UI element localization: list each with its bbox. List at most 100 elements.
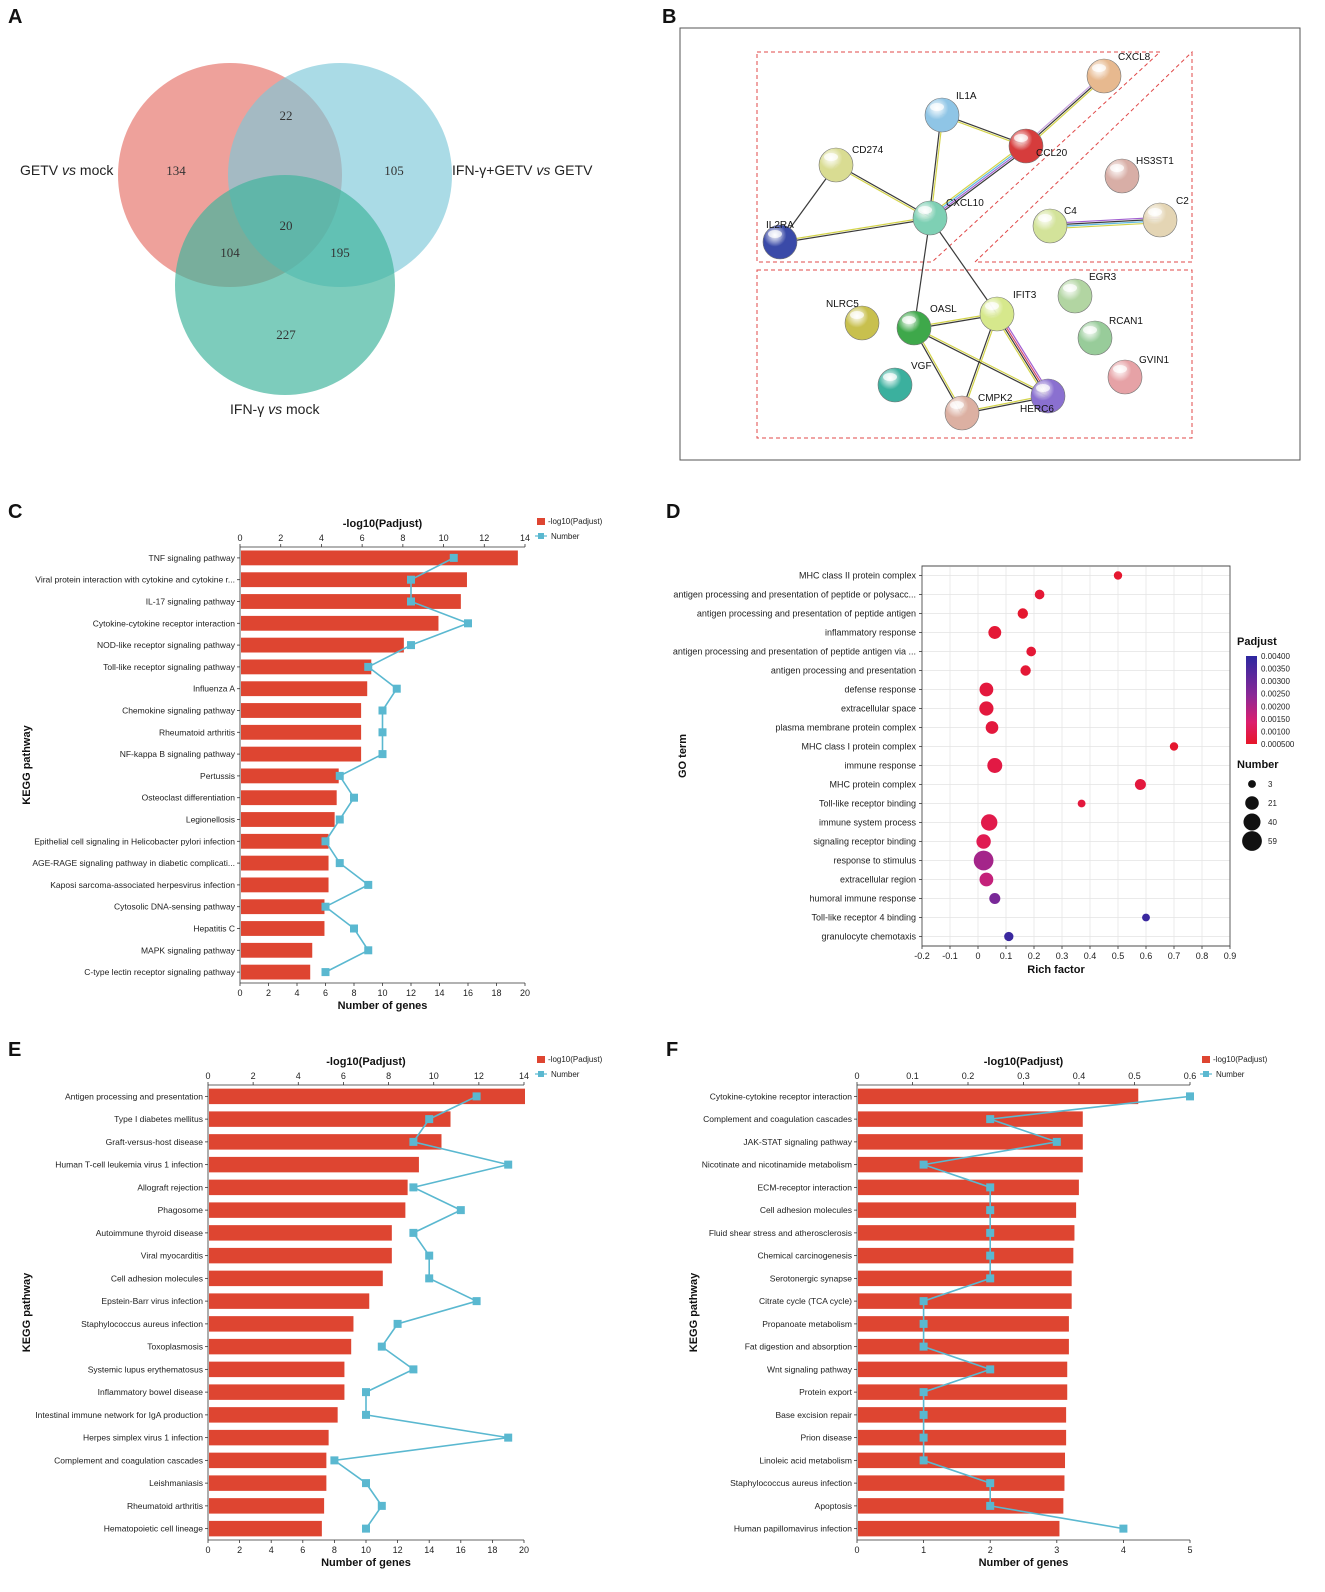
number-point-kaposi-sarcoma-associated-herpesvirus-infection [364,880,373,889]
bar-allograft-rejection [209,1179,408,1196]
category-label: Epithelial cell signaling in Helicobacte… [34,836,235,846]
number-point-chemokine-signaling-pathway [378,706,387,715]
cluster-box-1 [756,51,1162,263]
x-axis-title: Number of genes [338,1000,428,1012]
dot-antigen-processing-and-presentation-of-peptide-or-polysacc [1034,589,1045,600]
venn-label-getv-vs-mock: GETV vs mock [20,162,114,178]
bar-complement-and-coagulation-cascades [858,1111,1083,1127]
node-highlight-il2ra [768,230,782,238]
category-label: Chemokine signaling pathway [122,706,236,716]
node-c2 [1142,202,1178,238]
dot-mhc-class-ii-protein-complex [1113,571,1123,580]
edge-c4-c2 [1050,220,1161,228]
number-point-toll-like-receptor-signaling-pathway [364,662,373,671]
number-point-il-17-signaling-pathway [407,597,415,606]
node-label-cxcl10: CXCL10 [946,198,984,209]
number-point-allograft-rejection [409,1183,418,1192]
number-point-osteoclast-differentiation [350,793,358,802]
node-vgf [877,367,913,403]
category-label: Cell adhesion molecules [760,1205,852,1215]
bottom-tick-label: 16 [456,1545,466,1555]
bar-complement-and-coagulation-cascades [209,1452,327,1469]
venn-count-ab: 22 [280,108,293,123]
bar-prion-disease [858,1429,1067,1446]
color-legend-tick: 0.00150 [1261,715,1290,724]
number-point-hematopoietic-cell-lineage [362,1524,370,1533]
dot-granulocyte-chemotaxis [1004,931,1014,942]
go-term-label: Toll-like receptor 4 binding [811,913,916,923]
x-tick-label: 0.4 [1084,951,1097,961]
category-label: Hepatitis C [193,924,235,934]
node-oasl [896,310,932,346]
number-point-legionellosis [335,815,344,824]
bar-cytokine-cytokine-receptor-interaction [858,1088,1139,1105]
category-label: Fat digestion and absorption [745,1342,853,1352]
edge-c4-c2 [1050,222,1161,230]
number-point-linoleic-acid-metabolism [919,1456,928,1465]
bar-apoptosis [858,1498,1064,1514]
category-label: ECM-receptor interaction [758,1182,853,1192]
go-term-label: antigen processing and presentation of p… [673,590,916,600]
color-legend-tick: 0.00350 [1261,665,1290,674]
bottom-tick-label: 6 [300,1545,305,1555]
node-label-c4: C4 [1064,206,1077,217]
number-point-c-type-lectin-receptor-signaling-pathway [321,968,330,977]
top-tick-label: 2 [251,1071,256,1081]
bottom-tick-label: 10 [377,988,387,998]
size-legend-label: 3 [1268,780,1273,789]
x-tick-label: 0.9 [1224,951,1237,961]
category-label: Human papillomavirus infection [734,1524,852,1534]
bar-tnf-signaling-pathway [241,550,518,566]
bar-fluid-shear-stress-and-atherosclerosis [858,1225,1075,1241]
bar-human-papillomavirus-infection [858,1520,1060,1537]
number-point-type-i-diabetes-mellitus [425,1115,434,1124]
node-label-herc6: HERC6 [1020,404,1054,415]
dot-extracellular-space [979,701,994,716]
edge-cxcl8-ccl20 [1025,75,1105,147]
bottom-tick-label: 4 [1121,1545,1126,1555]
bar-c-type-lectin-receptor-signaling-pathway [241,964,311,980]
top-tick-label: 0.6 [1184,1071,1197,1081]
venn-count-only-c: 227 [276,327,296,342]
bottom-tick-label: 16 [463,988,473,998]
category-label: Rheumatoid arthritis [159,727,235,737]
panel-letter-a: A [8,6,22,28]
category-label: Wnt signaling pathway [767,1364,853,1374]
size-legend-dot [1248,780,1256,788]
number-point-cytokine-cytokine-receptor-interaction [464,619,472,628]
bottom-tick-label: 2 [988,1545,993,1555]
bar-cytokine-cytokine-receptor-interaction [241,615,439,631]
category-label: Inflammatory bowel disease [98,1387,204,1397]
dot-mhc-protein-complex [1134,778,1146,791]
edge-c4-c2 [1049,216,1160,224]
go-term-label: MHC class II protein complex [799,571,917,581]
dot-mhc-class-i-protein-complex [1169,742,1179,751]
size-legend-dot [1243,813,1261,831]
number-point-cytosolic-dna-sensing-pathway [321,902,330,911]
bar-viral-protein-interaction-with-cytokine-and-cytokine-r [241,572,467,588]
dot-inflammatory-response [988,626,1002,639]
x-axis-title: Rich factor [1027,964,1085,976]
number-point-staphylococcus-aureus-infection [986,1479,995,1488]
number-point-autoimmune-thyroid-disease [409,1228,418,1237]
bottom-tick-label: 2 [266,988,271,998]
edge-ccl20-cxcl10 [930,146,1027,220]
bottom-tick-label: 20 [519,1545,529,1555]
node-highlight-egr3 [1063,284,1077,292]
bar-staphylococcus-aureus-infection [858,1475,1065,1491]
bar-il-17-signaling-pathway [241,594,461,609]
category-label: Osteoclast differentiation [142,793,236,803]
number-point-wnt-signaling-pathway [986,1365,995,1374]
top-tick-label: 0.1 [906,1071,919,1081]
go-term-label: immune system process [819,818,917,828]
go-term-label: antigen processing and presentation of p… [673,647,916,657]
x-tick-label: -0.1 [942,951,958,961]
number-point-cell-adhesion-molecules [986,1206,995,1215]
edge-cxcl10-oasl [913,217,931,329]
bottom-tick-label: 5 [1187,1545,1192,1555]
edge-c4-c2 [1049,218,1160,226]
dot-extracellular-region [979,872,994,887]
top-tick-label: 6 [341,1071,346,1081]
category-label: Linoleic acid metabolism [759,1455,852,1465]
